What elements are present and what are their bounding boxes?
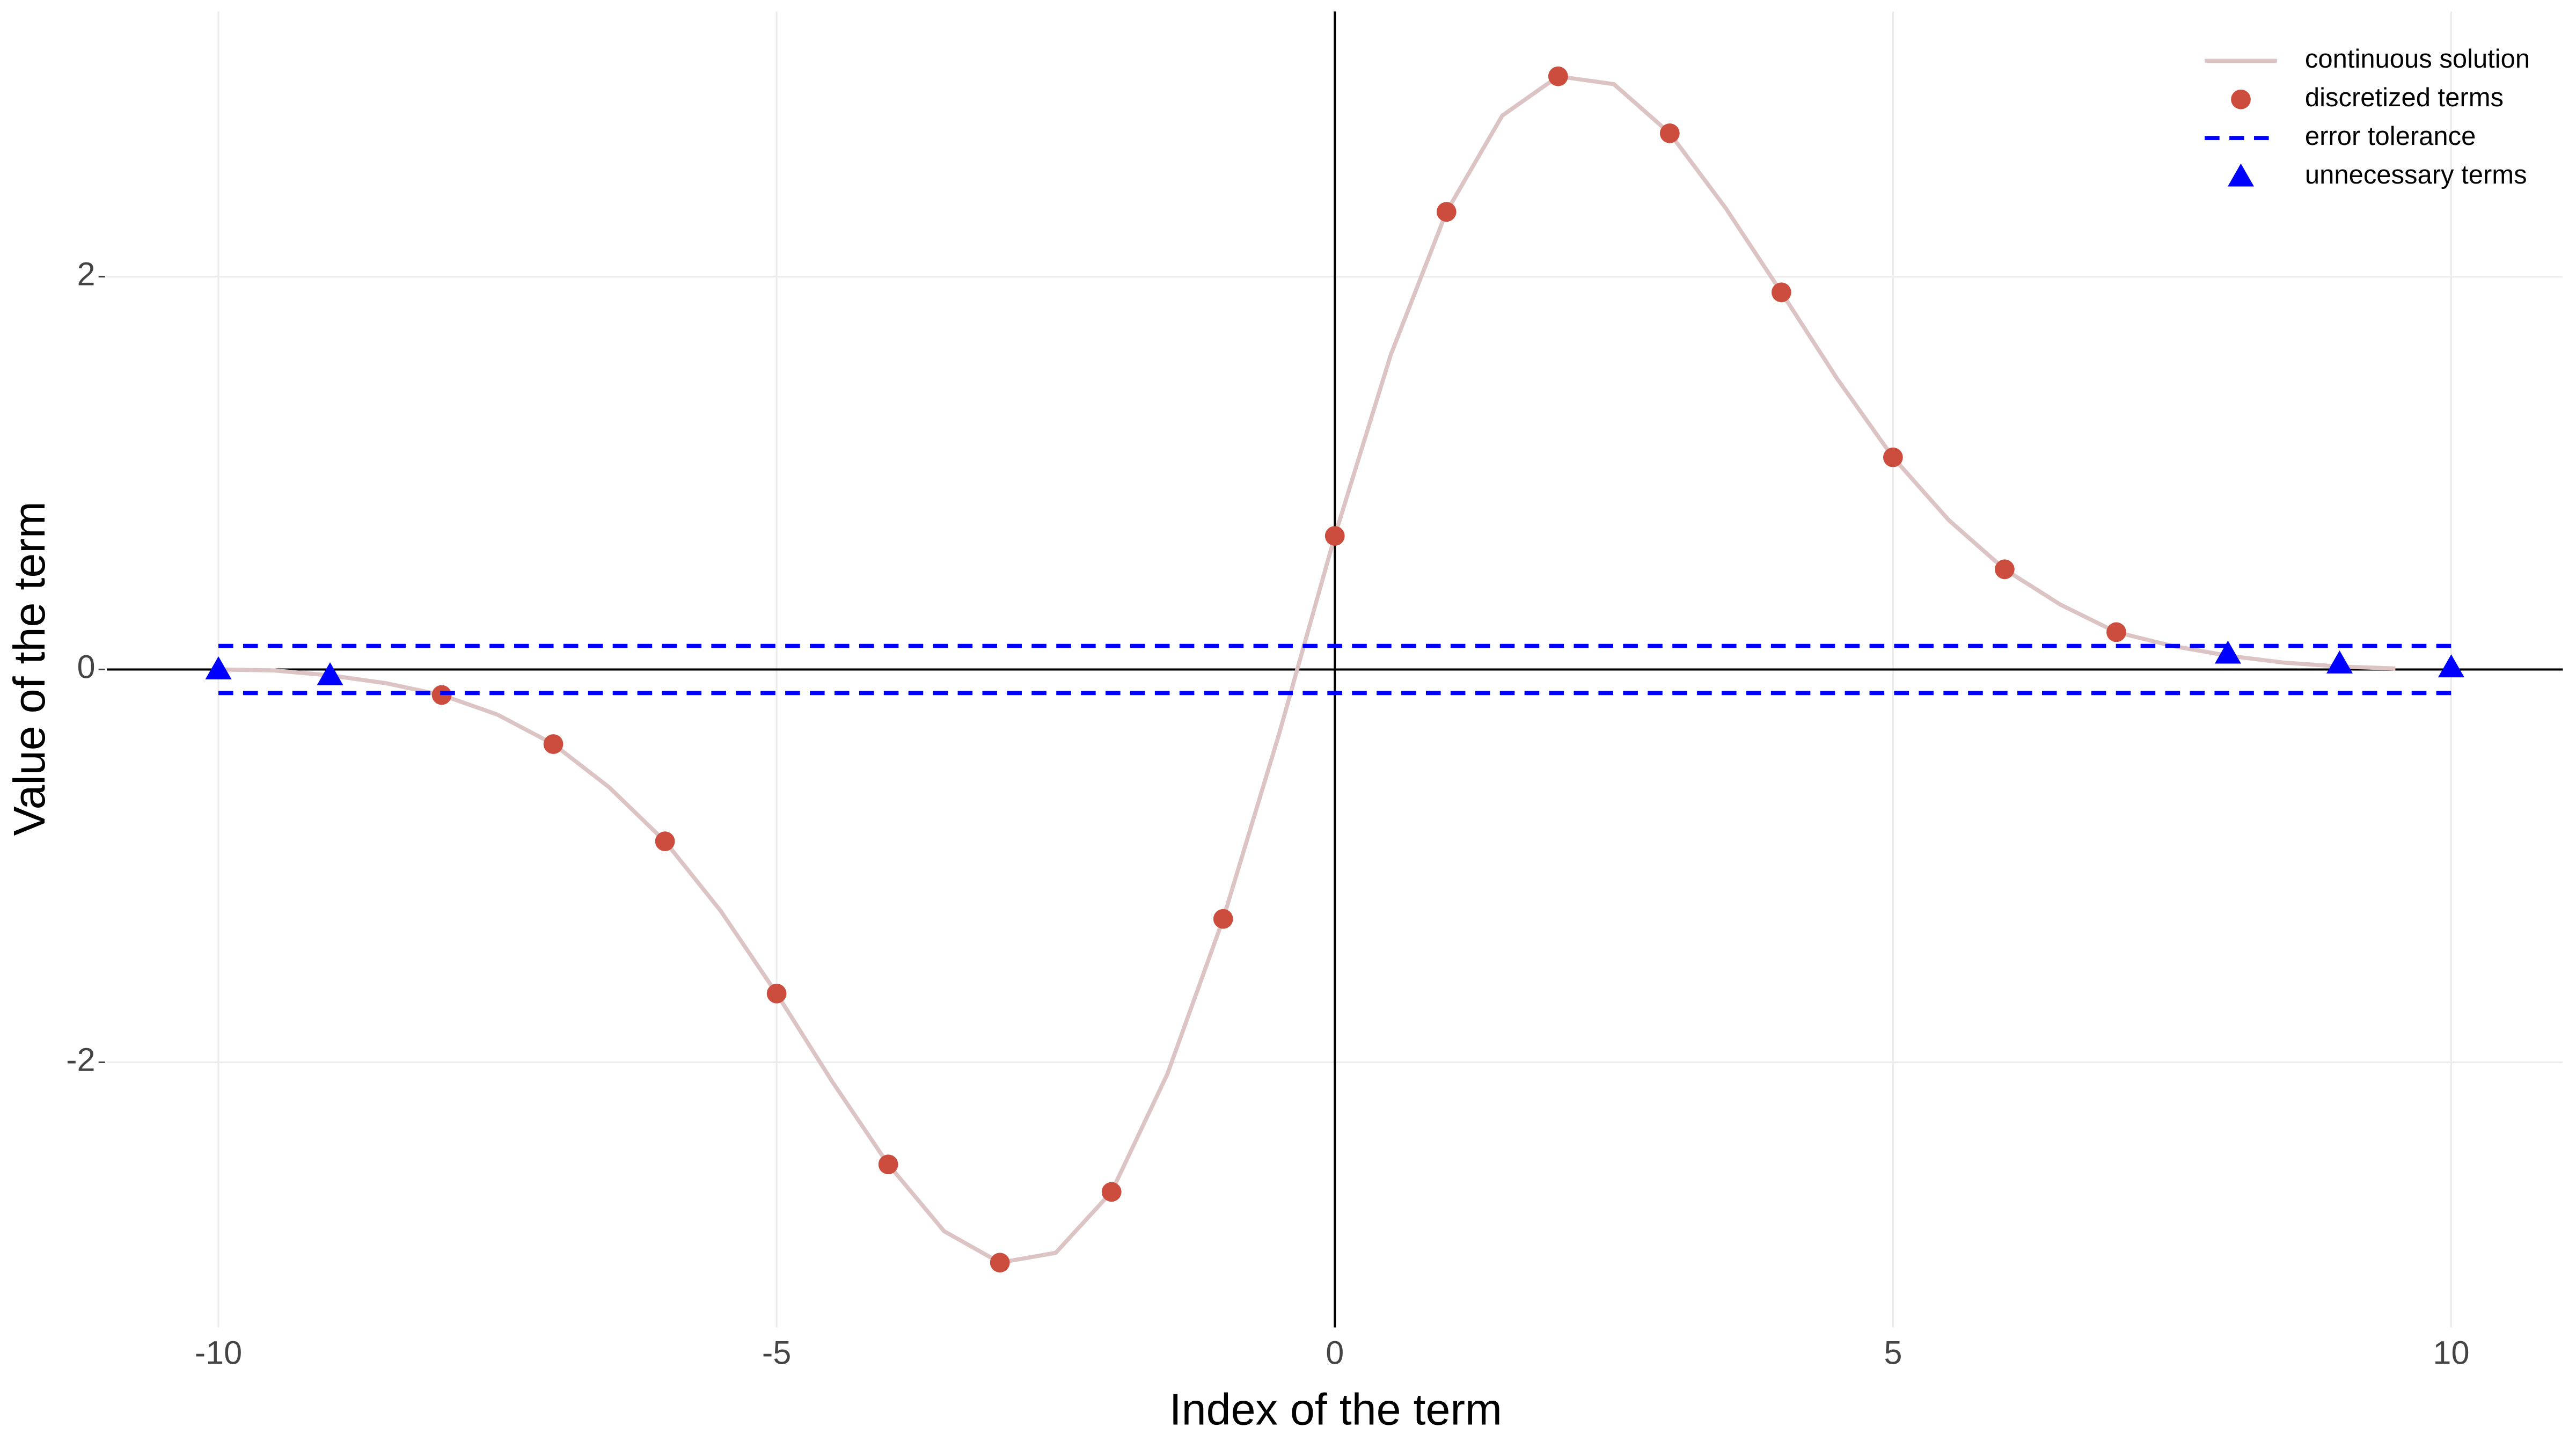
point [1436,202,1457,222]
point [655,831,675,852]
point [1101,1182,1122,1202]
legend-label: continuous solution [2305,45,2530,74]
legend-key [2231,89,2251,109]
x-tick-label: 5 [1884,1335,1902,1371]
y-tick-label: 2 [77,256,95,292]
legend-label: unnecessary terms [2305,160,2527,189]
x-axis-title: Index of the term [1169,1384,1502,1434]
point [2106,622,2126,642]
point [878,1154,898,1175]
y-tick-label: -2 [66,1042,95,1078]
point [990,1253,1010,1273]
triangle [317,662,343,685]
triangle [2438,654,2464,678]
y-tick-label: 0 [77,649,95,685]
x-tick-label: -10 [195,1335,242,1371]
point [543,734,564,754]
point [1659,123,1680,143]
point [1883,447,1903,467]
legend-key [2228,163,2254,187]
triangle [2326,650,2353,674]
y-axis-title: Value of the term [4,501,54,836]
point [1995,559,2015,580]
point [1771,282,1791,303]
point [1213,909,1233,929]
x-tick-label: 10 [2433,1335,2469,1371]
triangle [2214,640,2241,664]
legend-label: discretized terms [2305,83,2504,112]
x-tick-label: 0 [1326,1335,1344,1371]
curve [218,74,2396,1265]
point [1324,526,1345,546]
legend-label: error tolerance [2305,122,2476,151]
x-tick-label: -5 [762,1335,791,1371]
triangle [205,656,232,679]
point [1548,66,1568,86]
point [766,983,787,1004]
